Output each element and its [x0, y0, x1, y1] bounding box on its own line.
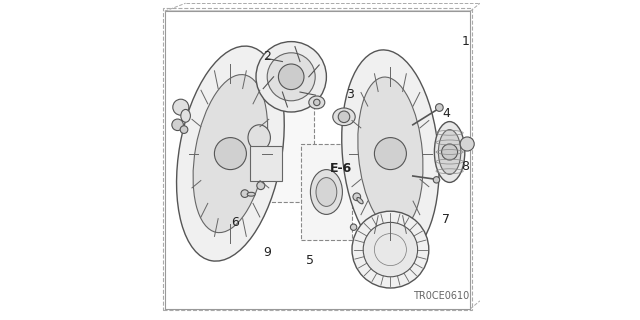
Circle shape [314, 99, 320, 106]
Text: E-6: E-6 [330, 162, 352, 174]
FancyBboxPatch shape [301, 144, 352, 240]
Ellipse shape [177, 46, 284, 261]
Ellipse shape [438, 130, 461, 174]
Circle shape [339, 111, 349, 123]
Circle shape [353, 193, 361, 201]
Circle shape [442, 144, 458, 160]
Text: 6: 6 [231, 216, 239, 229]
Text: 1: 1 [461, 35, 470, 48]
Ellipse shape [248, 125, 270, 150]
Ellipse shape [268, 53, 315, 101]
FancyBboxPatch shape [250, 146, 282, 181]
Text: 8: 8 [461, 160, 470, 173]
Text: 5: 5 [307, 254, 314, 267]
Text: 2: 2 [263, 50, 271, 62]
Circle shape [374, 138, 406, 170]
Ellipse shape [358, 77, 423, 230]
Ellipse shape [310, 170, 342, 214]
Circle shape [172, 119, 184, 131]
Circle shape [278, 64, 304, 90]
FancyBboxPatch shape [242, 93, 314, 202]
Ellipse shape [180, 109, 191, 122]
Ellipse shape [342, 50, 439, 257]
Text: 9: 9 [263, 246, 271, 259]
Ellipse shape [316, 178, 337, 206]
Text: 4: 4 [442, 107, 451, 120]
Ellipse shape [256, 42, 326, 112]
Ellipse shape [257, 182, 265, 189]
Ellipse shape [193, 75, 268, 233]
Circle shape [173, 99, 189, 115]
Ellipse shape [357, 197, 363, 204]
Circle shape [180, 126, 188, 133]
Ellipse shape [435, 122, 465, 182]
Text: TR0CE0610: TR0CE0610 [413, 291, 468, 301]
Ellipse shape [352, 211, 429, 288]
Circle shape [241, 190, 249, 197]
Ellipse shape [247, 192, 255, 196]
Circle shape [351, 224, 357, 230]
Circle shape [436, 104, 443, 111]
Ellipse shape [333, 108, 355, 126]
Ellipse shape [364, 222, 417, 277]
Circle shape [460, 137, 474, 151]
Ellipse shape [309, 96, 325, 109]
Text: 3: 3 [346, 88, 355, 101]
Circle shape [214, 138, 246, 170]
Circle shape [433, 177, 440, 183]
Text: 7: 7 [442, 213, 451, 226]
